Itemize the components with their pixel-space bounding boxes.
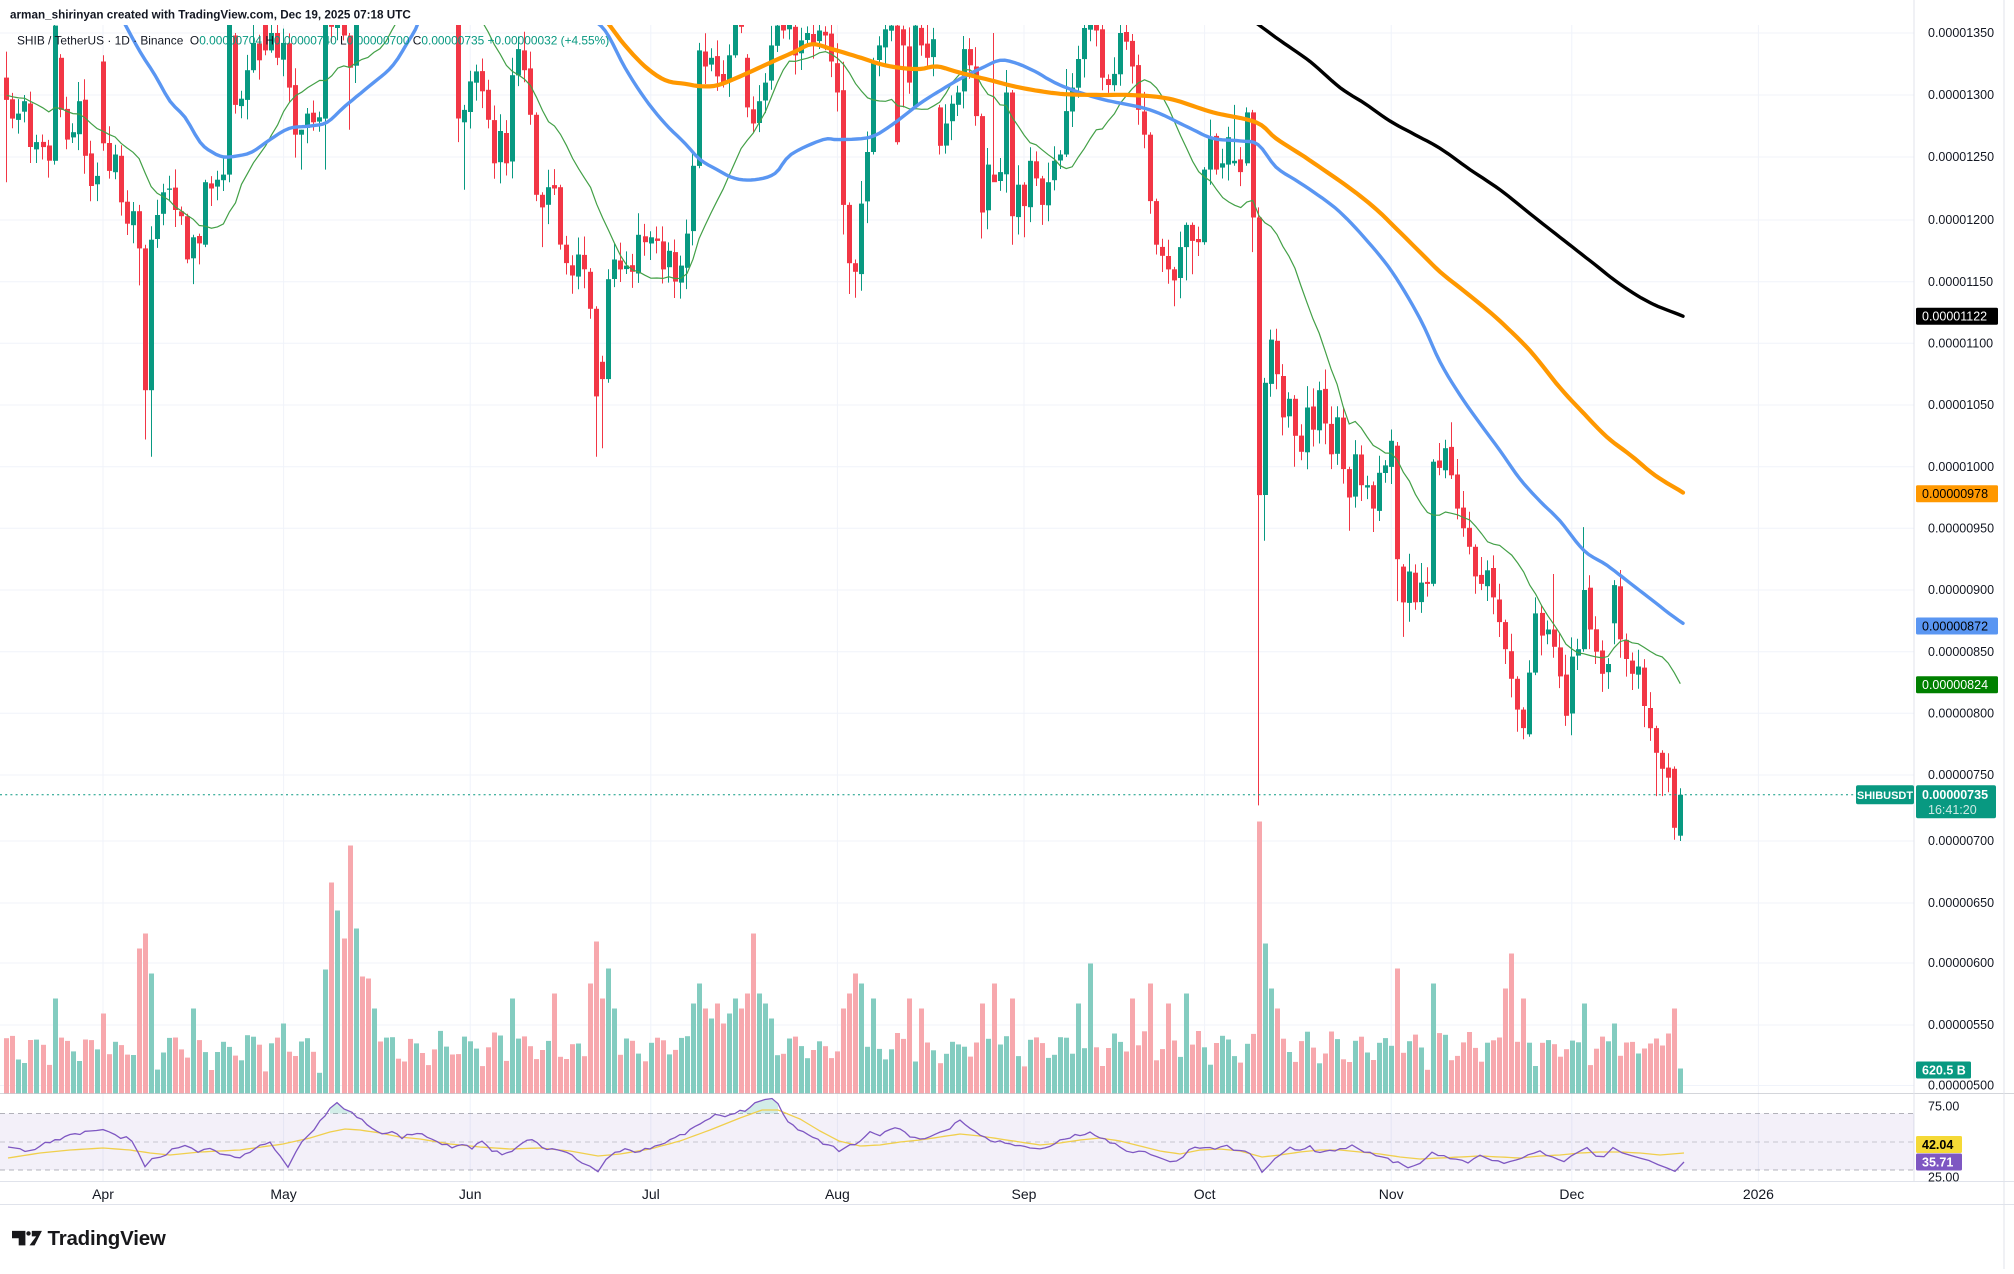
svg-text:Nov: Nov	[1379, 1186, 1404, 1202]
svg-text:0.00000750: 0.00000750	[1928, 768, 1994, 782]
svg-text:0.00001000: 0.00001000	[1928, 460, 1994, 474]
svg-text:0.00001122: 0.00001122	[1922, 310, 1987, 324]
svg-text:0.00000650: 0.00000650	[1928, 896, 1994, 910]
svg-text:arman_shirinyan created with T: arman_shirinyan created with TradingView…	[10, 9, 411, 22]
svg-text:42.04: 42.04	[1922, 1138, 1953, 1152]
svg-text:0.00001300: 0.00001300	[1928, 88, 1994, 102]
svg-text:May: May	[270, 1186, 296, 1202]
svg-text:Apr: Apr	[92, 1186, 114, 1202]
svg-text:0.00000550: 0.00000550	[1928, 1018, 1994, 1032]
svg-text:0.00001100: 0.00001100	[1928, 337, 1993, 351]
svg-text:0.00000600: 0.00000600	[1928, 956, 1994, 970]
svg-text:620.5 B: 620.5 B	[1922, 1063, 1966, 1077]
svg-text:SHIB / TetherUS · 1D · Binance: SHIB / TetherUS · 1D · Binance O0.000007…	[17, 34, 609, 48]
svg-text:Aug: Aug	[825, 1186, 850, 1202]
svg-text:Jul: Jul	[642, 1186, 660, 1202]
svg-text:0.00001050: 0.00001050	[1928, 398, 1994, 412]
svg-text:0.00000700: 0.00000700	[1928, 834, 1994, 848]
svg-text:0.00000500: 0.00000500	[1928, 1079, 1994, 1093]
svg-text:75.00: 75.00	[1928, 1100, 1959, 1114]
svg-text:0.00000872: 0.00000872	[1922, 619, 1988, 633]
svg-text:Dec: Dec	[1559, 1186, 1584, 1202]
svg-text:0.00001200: 0.00001200	[1928, 213, 1994, 227]
svg-text:35.71: 35.71	[1922, 1155, 1953, 1169]
svg-text:TradingView: TradingView	[48, 1227, 166, 1250]
svg-text:0.00000735: 0.00000735	[1922, 788, 1988, 802]
svg-text:16:41:20: 16:41:20	[1928, 803, 1977, 817]
svg-text:0.00000950: 0.00000950	[1928, 522, 1994, 536]
svg-text:SHIBUSDT: SHIBUSDT	[1857, 790, 1914, 802]
svg-text:Jun: Jun	[459, 1186, 482, 1202]
svg-text:0.00000850: 0.00000850	[1928, 645, 1994, 659]
svg-text:2026: 2026	[1743, 1186, 1774, 1202]
svg-text:25.00: 25.00	[1928, 1170, 1959, 1184]
svg-text:Oct: Oct	[1194, 1186, 1216, 1202]
svg-text:0.00000900: 0.00000900	[1928, 583, 1994, 597]
svg-text:0.00000824: 0.00000824	[1922, 678, 1988, 692]
svg-text:0.00001350: 0.00001350	[1928, 26, 1994, 40]
svg-text:0.00001250: 0.00001250	[1928, 150, 1994, 164]
svg-text:0.00000800: 0.00000800	[1928, 707, 1994, 721]
svg-text:Sep: Sep	[1012, 1186, 1037, 1202]
svg-text:0.00000978: 0.00000978	[1922, 487, 1988, 501]
svg-text:0.00001150: 0.00001150	[1928, 275, 1993, 289]
